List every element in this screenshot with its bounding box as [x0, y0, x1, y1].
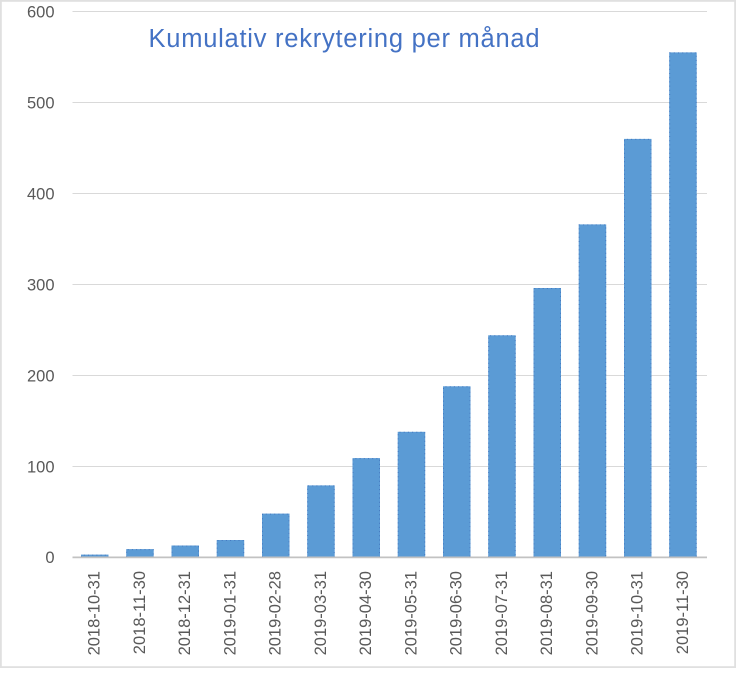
- svg-text:600: 600: [27, 3, 55, 21]
- svg-text:2019-09-30: 2019-09-30: [584, 571, 602, 655]
- svg-text:2019-02-28: 2019-02-28: [267, 571, 285, 655]
- svg-text:2019-03-31: 2019-03-31: [312, 571, 330, 655]
- svg-text:2018-11-30: 2018-11-30: [131, 571, 149, 654]
- svg-text:2019-04-30: 2019-04-30: [357, 571, 375, 655]
- svg-text:2019-06-30: 2019-06-30: [448, 571, 466, 655]
- svg-text:2019-11-30: 2019-11-30: [674, 571, 692, 654]
- svg-text:Kumulativ rekrytering per måna: Kumulativ rekrytering per månad: [149, 25, 541, 53]
- svg-text:500: 500: [27, 94, 55, 112]
- svg-text:2018-12-31: 2018-12-31: [176, 571, 194, 655]
- svg-text:2019-10-31: 2019-10-31: [629, 571, 647, 655]
- svg-text:2019-01-31: 2019-01-31: [222, 571, 240, 655]
- svg-text:400: 400: [27, 185, 55, 203]
- svg-text:300: 300: [27, 276, 55, 294]
- svg-text:200: 200: [27, 367, 55, 385]
- svg-text:2019-07-31: 2019-07-31: [493, 571, 511, 655]
- svg-text:2019-05-31: 2019-05-31: [403, 571, 421, 655]
- svg-text:2019-08-31: 2019-08-31: [538, 571, 556, 655]
- svg-text:0: 0: [45, 549, 54, 567]
- svg-text:100: 100: [27, 458, 55, 476]
- svg-text:2018-10-31: 2018-10-31: [86, 571, 104, 655]
